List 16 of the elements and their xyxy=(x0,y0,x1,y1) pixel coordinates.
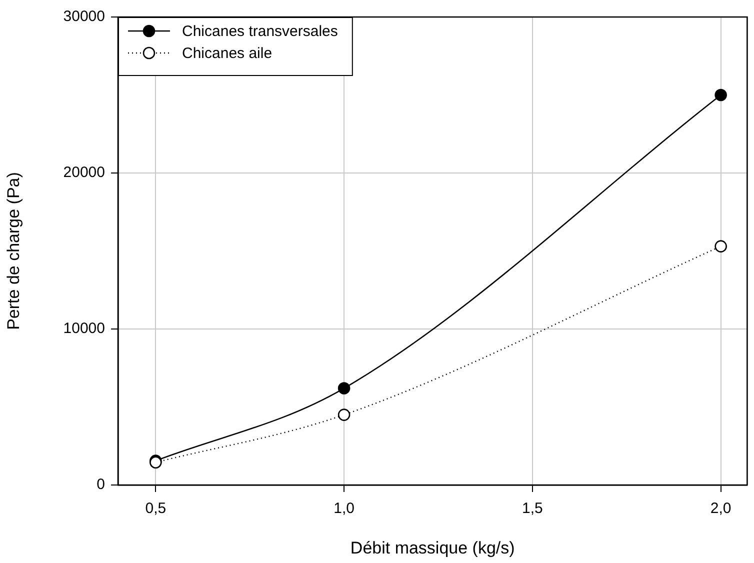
x-tick-label: 2,0 xyxy=(710,500,732,518)
y-tick-label: 10000 xyxy=(63,320,105,338)
legend-label: Chicanes aile xyxy=(182,45,272,62)
point xyxy=(714,88,727,102)
point xyxy=(714,240,727,252)
x-axis-title: Débit massique (kg/s) xyxy=(350,538,515,558)
y-tick-label: 0 xyxy=(96,476,105,494)
point xyxy=(338,382,350,394)
y-tick-label: 30000 xyxy=(63,8,105,26)
point xyxy=(338,408,350,421)
x-tick-label: 1,0 xyxy=(334,500,354,518)
y-tick-label: 20000 xyxy=(63,164,105,182)
y-axis-title: Perte de charge (Pa) xyxy=(4,172,23,330)
x-tick-label: 1,5 xyxy=(522,500,543,518)
legend-label: Chicanes transversales xyxy=(182,23,338,40)
x-tick-label: 0,5 xyxy=(145,500,166,518)
